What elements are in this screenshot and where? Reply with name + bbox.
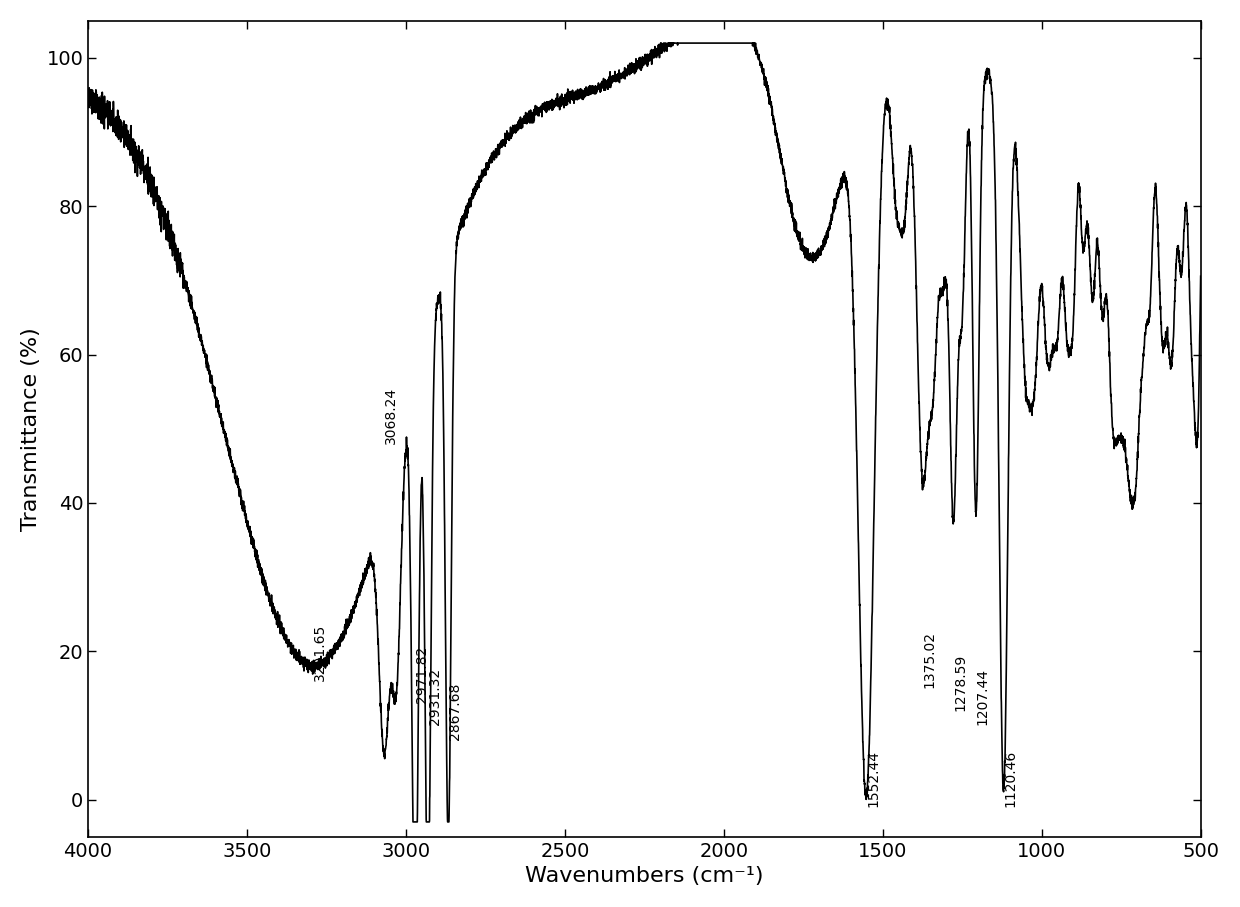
Text: 3068.24: 3068.24: [384, 386, 398, 444]
Text: 2867.68: 2867.68: [448, 683, 463, 740]
Text: 2971.82: 2971.82: [415, 646, 429, 703]
X-axis label: Wavenumbers (cm⁻¹): Wavenumbers (cm⁻¹): [526, 866, 764, 886]
Text: 1278.59: 1278.59: [954, 653, 967, 711]
Text: 1120.46: 1120.46: [1003, 750, 1018, 807]
Text: 1375.02: 1375.02: [923, 631, 936, 688]
Text: 1207.44: 1207.44: [976, 668, 990, 726]
Text: 3291.65: 3291.65: [314, 624, 327, 681]
Text: 1552.44: 1552.44: [866, 750, 880, 807]
Text: 2931.32: 2931.32: [428, 668, 441, 726]
Y-axis label: Transmittance (%): Transmittance (%): [21, 327, 41, 531]
